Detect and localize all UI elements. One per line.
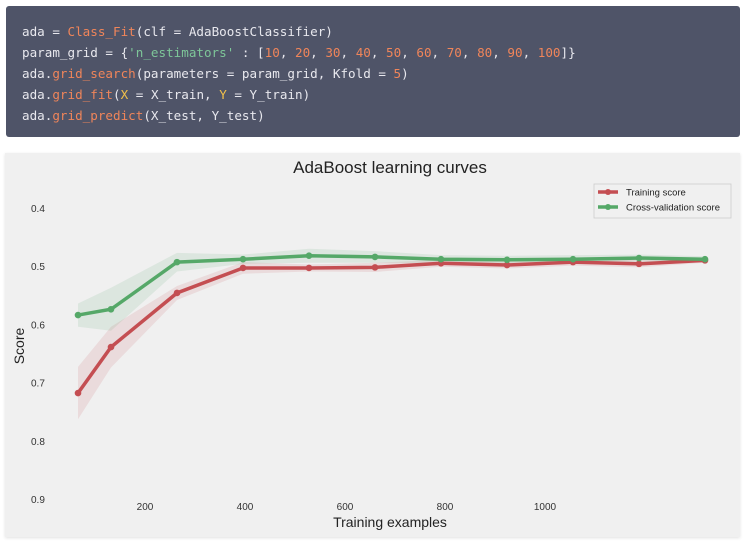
y-tick-label: 0.9 [31, 495, 45, 506]
learning-curve-chart: AdaBoost learning curves Training exampl… [11, 158, 732, 530]
code-token: (parameters = param_grid, Kfold = [135, 66, 394, 81]
series-1-point [239, 255, 247, 263]
code-line: ada.grid_fit(X = X_train, Y = Y_train) [22, 84, 740, 105]
code-token: ada = [22, 24, 68, 39]
legend-marker [605, 204, 611, 210]
code-block: ada = Class_Fit(clf = AdaBoostClassifier… [22, 21, 740, 126]
code-token: , [522, 45, 538, 60]
code-token: 90 [507, 45, 523, 60]
code-line: param_grid = {'n_estimators' : [10, 20, … [22, 42, 740, 63]
series-0-point [239, 264, 247, 272]
code-token: , [461, 45, 478, 60]
series-1-point [305, 252, 313, 260]
y-tick-label: 0.6 [31, 320, 45, 331]
series-1-point [173, 258, 181, 266]
code-token: 60 [416, 45, 432, 60]
y-tick-label: 0.7 [31, 379, 45, 390]
code-token: X [120, 87, 129, 102]
x-tick-label: 400 [237, 502, 254, 513]
code-token: 100 [537, 45, 561, 60]
code-cell: ada = Class_Fit(clf = AdaBoostClassifier… [6, 6, 740, 137]
code-token: , [431, 45, 447, 60]
code-token: , [279, 45, 295, 60]
series-0-point [74, 389, 82, 397]
code-token: , [340, 45, 356, 60]
code-token: grid_fit [52, 87, 114, 102]
x-tick-label: 1000 [534, 502, 557, 513]
series-0-point [173, 289, 181, 297]
series-0-point [503, 261, 511, 269]
code-token: 50 [386, 45, 402, 60]
code-token: , [370, 45, 387, 60]
series-0-point [107, 343, 115, 351]
y-tick-label: 0.8 [31, 437, 45, 448]
y-axis-label: Score [11, 328, 27, 365]
x-tick-label: 600 [337, 502, 354, 513]
series-0-point [635, 260, 643, 268]
code-token: ada. [22, 108, 53, 123]
code-token: 20 [295, 45, 311, 60]
code-token: 40 [355, 45, 371, 60]
series-1-point [569, 255, 577, 263]
code-token: 10 [264, 45, 280, 60]
legend-label: Training score [626, 188, 686, 199]
code-token: ]} [560, 45, 576, 60]
code-token: ) [401, 66, 409, 81]
legend-label: Cross-validation score [626, 203, 720, 214]
series-1-point [635, 254, 643, 262]
chart-panel: AdaBoost learning curves Training exampl… [5, 153, 740, 537]
series-1-point [74, 311, 82, 319]
series-1-point [371, 253, 379, 261]
code-token: param_grid = { [22, 45, 129, 60]
series-0-point [305, 264, 313, 272]
legend-box [593, 183, 732, 219]
series-0-line [76, 258, 706, 395]
legend-marker [605, 189, 611, 195]
x-tick-label: 800 [437, 502, 454, 513]
code-line: ada.grid_search(parameters = param_grid,… [22, 63, 740, 84]
series-1-point [701, 255, 709, 263]
y-tick-label: 0.5 [31, 262, 45, 273]
series-0-point [371, 264, 379, 271]
series-0-band [78, 258, 705, 420]
code-token: grid_predict [52, 108, 144, 123]
chart-title: AdaBoost learning curves [293, 158, 487, 177]
code-token: : [ [234, 45, 265, 60]
code-token: , [310, 45, 326, 60]
code-token: , [401, 45, 417, 60]
code-token: , [492, 45, 508, 60]
code-token: ada. [22, 66, 53, 81]
x-axis-label: Training examples [333, 514, 447, 530]
legend: Training score Cross-validation score [593, 183, 732, 219]
code-token: Y [219, 87, 227, 102]
code-line: ada = Class_Fit(clf = AdaBoostClassifier… [22, 21, 740, 42]
series-1-point [437, 255, 445, 263]
code-token: ( [113, 87, 121, 102]
y-tick-label: 0.4 [31, 204, 45, 215]
code-token: (X_test, Y_test) [143, 108, 265, 123]
code-token: 5 [393, 66, 402, 81]
code-token: (clf = AdaBoostClassifier) [135, 24, 333, 39]
code-line: ada.grid_predict(X_test, Y_test) [22, 105, 740, 126]
code-token: 'n_estimators' [128, 45, 235, 60]
code-token: 80 [477, 45, 493, 60]
x-tick-label: 200 [137, 502, 154, 513]
code-token: = X_train, [128, 87, 220, 102]
code-token: Class_Fit [67, 24, 136, 39]
code-token: = Y_train) [226, 87, 311, 102]
code-token: grid_search [52, 66, 136, 81]
code-token: ada. [22, 87, 53, 102]
code-token: 30 [325, 45, 341, 60]
code-token: 70 [446, 45, 462, 60]
series-1-point [107, 305, 115, 313]
series-1-point [503, 256, 511, 264]
